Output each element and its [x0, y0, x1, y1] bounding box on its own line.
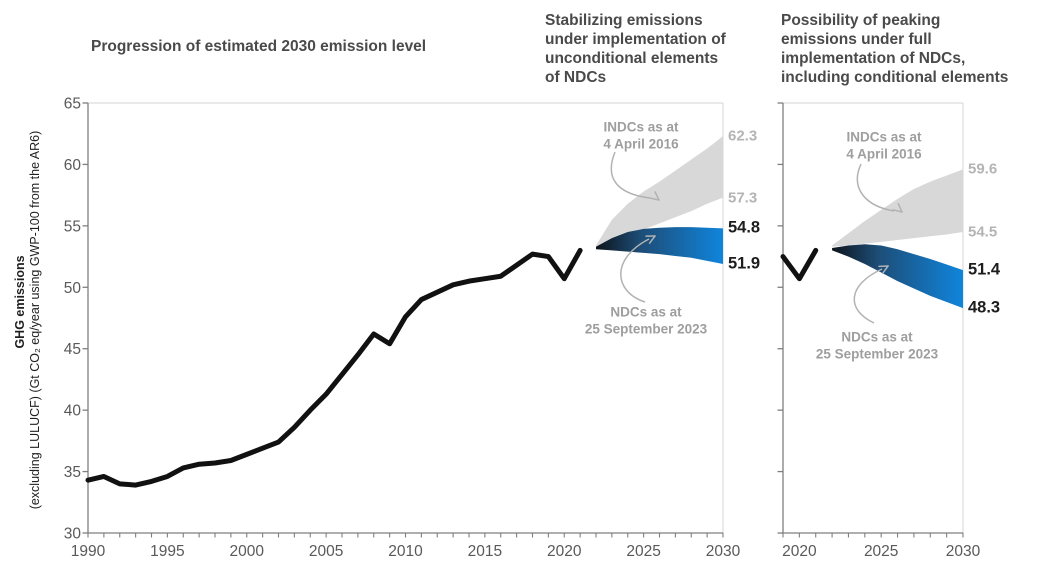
x-tick-label: 2030 [706, 543, 741, 560]
indc-2016-arrowhead [654, 191, 660, 201]
value-label-54.8: 54.8 [728, 218, 761, 237]
ndc-2023-arrow [620, 238, 650, 303]
indc-2016-annotation: INDCs as at 4 April 2016 [603, 119, 679, 152]
ndc-2023-arrowhead [881, 265, 889, 275]
indc-2016-arrow [856, 163, 895, 212]
value-label-48.3: 48.3 [968, 298, 1001, 317]
indc-2016-fan [832, 169, 963, 247]
conditional-panel-header: Possibility of peaking emissions under f… [781, 12, 1009, 86]
y-tick-label: 60 [64, 157, 82, 174]
value-label-51.9: 51.9 [728, 254, 761, 273]
x-tick-label: 2020 [547, 543, 582, 560]
x-tick-label: 1995 [150, 543, 184, 560]
value-label-59.6: 59.6 [968, 160, 998, 178]
value-label-62.3: 62.3 [728, 127, 758, 145]
value-label-57.3: 57.3 [728, 189, 758, 207]
x-tick-label: 2000 [230, 543, 265, 560]
historical-emissions-line [780, 247, 819, 282]
x-tick-label: 2015 [468, 543, 502, 560]
x-tick-label: 1990 [71, 543, 106, 560]
y-tick-label: 30 [64, 526, 82, 543]
ndc-2023-arrowhead [648, 235, 656, 244]
indc-2016-arrowhead [892, 209, 903, 213]
historical-emissions-line [85, 247, 583, 488]
ndc-2023-annotation: NDCs as at 25 September 2023 [815, 329, 939, 362]
y-tick-label: 50 [64, 280, 82, 297]
indc-2016-annotation: INDCs as at 4 April 2016 [846, 129, 922, 162]
y-tick-label: 55 [64, 218, 81, 235]
indc-2016-arrowhead [897, 203, 903, 213]
x-tick-label: 2025 [864, 543, 898, 560]
indc-2016-arrowhead [649, 197, 660, 201]
indc-2016-arrow [610, 151, 651, 199]
ndc-2023-fan [596, 227, 723, 264]
x-tick-label: 2020 [782, 543, 817, 560]
main-panel-title: Progression of estimated 2030 emission l… [91, 38, 427, 55]
x-tick-label: 2030 [946, 543, 981, 560]
y-tick-label: 40 [64, 403, 82, 420]
ndc-2023-arrow [853, 268, 883, 324]
y-tick-label: 35 [64, 464, 81, 481]
ndc-2023-fan [832, 244, 963, 309]
indc-2016-fan [596, 136, 723, 247]
value-label-51.4: 51.4 [968, 260, 1001, 279]
ndc-2023-annotation: NDCs as at 25 September 2023 [584, 304, 708, 337]
x-tick-label: 2010 [388, 543, 423, 560]
x-tick-label: 2005 [309, 543, 343, 560]
y-tick-label: 65 [64, 96, 81, 113]
y-tick-label: 45 [64, 341, 81, 358]
x-tick-label: 2025 [626, 543, 660, 560]
value-label-54.5: 54.5 [968, 223, 998, 241]
unconditional-panel-header: Stabilizing emissions under implementati… [545, 12, 726, 86]
